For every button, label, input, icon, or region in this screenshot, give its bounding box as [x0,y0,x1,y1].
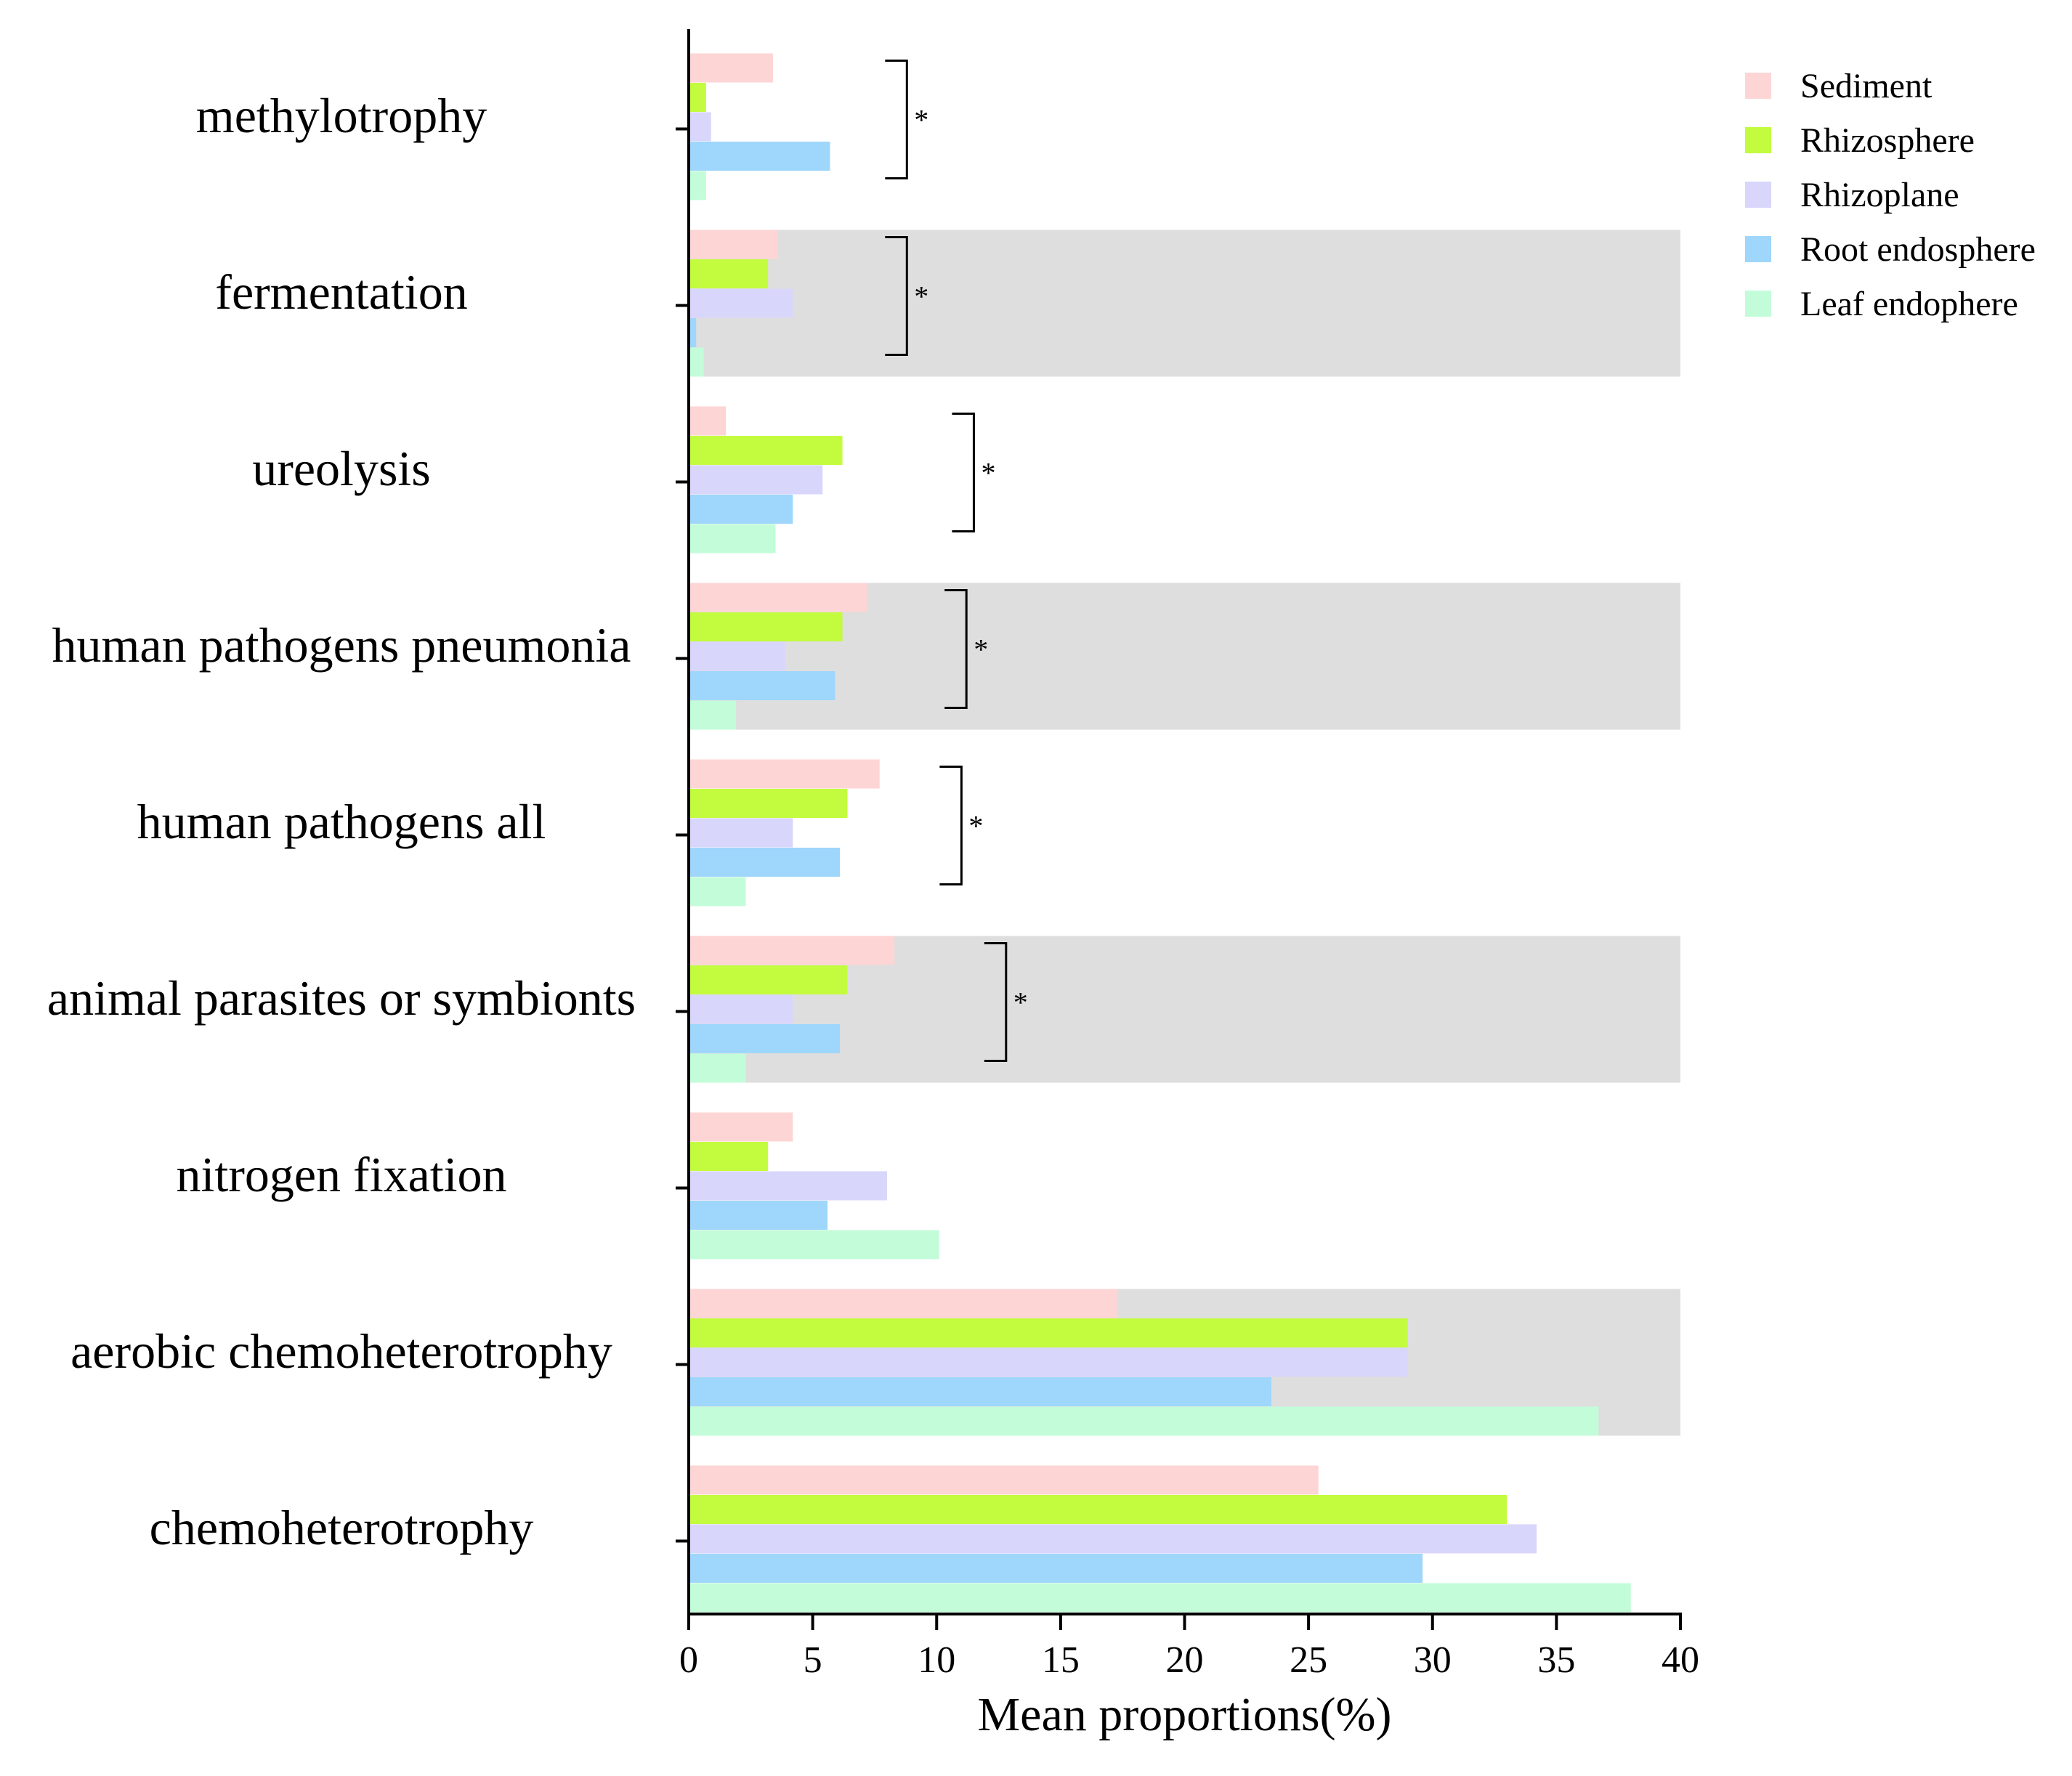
category-label: human pathogens pneumonia [52,617,631,673]
x-tick-label: 5 [804,1639,822,1681]
bar-methylotrophy-sediment [689,53,774,83]
significance-bracket [984,942,1008,1062]
category-label: aerobic chemoheterotrophy [70,1323,612,1379]
bar-nitrogen-fixation-leaf-endophere [689,1230,939,1260]
bar-methylotrophy-rhizoplane [689,112,711,142]
bar-ureolysis-rhizosphere [689,436,843,465]
legend-label-rhizosphere: Rhizosphere [1800,121,1975,160]
x-tick-label: 35 [1537,1639,1575,1681]
bar-fermentation-leaf-endophere [689,347,704,377]
legend-swatch-leaf-endophere [1745,291,1771,317]
bar-nitrogen-fixation-rhizosphere [689,1142,769,1171]
bar-fermentation-root-endosphere [689,318,697,347]
bar-human-pathogens-pneumonia-root-endosphere [689,671,835,700]
bar-aerobic-chemoheterotrophy-leaf-endophere [689,1406,1599,1436]
bar-methylotrophy-rhizosphere [689,83,706,112]
bar-methylotrophy-leaf-endophere [689,171,706,200]
category-label: methylotrophy [196,88,487,143]
legend-swatch-root-endosphere [1745,236,1771,262]
bar-human-pathogens-all-rhizosphere [689,789,848,818]
bar-fermentation-rhizoplane [689,288,793,318]
bar-nitrogen-fixation-root-endosphere [689,1201,828,1230]
category-label: human pathogens all [137,794,546,849]
x-tick-label: 40 [1662,1639,1699,1681]
bar-chemoheterotrophy-rhizoplane [689,1524,1537,1554]
bar-ureolysis-root-endosphere [689,495,793,524]
bar-ureolysis-sediment [689,406,727,436]
bar-ureolysis-leaf-endophere [689,524,776,554]
legend-swatch-rhizoplane [1745,182,1771,208]
bar-human-pathogens-pneumonia-rhizosphere [689,612,843,641]
bar-human-pathogens-all-sediment [689,759,880,789]
x-axis-title: Mean proportions(%) [977,1688,1391,1741]
x-tick-label: 0 [679,1639,698,1681]
bar-animal-parasites-or-symbionts-sediment [689,936,895,965]
bar-animal-parasites-or-symbionts-root-endosphere [689,1024,841,1053]
bar-fermentation-sediment [689,230,778,259]
significance-bracket [952,413,975,532]
legend-label-root-endosphere: Root endosphere [1800,230,2036,269]
significance-bracket [944,589,968,709]
legend-label-rhizoplane: Rhizoplane [1800,176,1959,214]
legend-swatch-sediment [1745,73,1771,99]
category-label: ureolysis [252,441,431,496]
bar-animal-parasites-or-symbionts-leaf-endophere [689,1053,746,1083]
significance-star: * [1013,986,1028,1019]
legend-label-sediment: Sediment [1800,67,1933,105]
significance-star: * [974,633,988,666]
bar-human-pathogens-all-rhizoplane [689,818,793,848]
bar-chemoheterotrophy-rhizosphere [689,1495,1508,1524]
x-tick-label: 15 [1042,1639,1080,1681]
bar-human-pathogens-pneumonia-rhizoplane [689,641,786,671]
bar-nitrogen-fixation-rhizoplane [689,1171,887,1201]
category-label: chemoheterotrophy [150,1500,534,1555]
bar-human-pathogens-all-leaf-endophere [689,877,746,907]
x-tick-label: 25 [1290,1639,1327,1681]
bar-chemoheterotrophy-leaf-endophere [689,1583,1631,1613]
significance-star: * [914,104,928,137]
bar-chemoheterotrophy-sediment [689,1465,1319,1495]
category-label: fermentation [215,264,467,320]
bar-methylotrophy-root-endosphere [689,142,830,171]
legend-swatch-rhizosphere [1745,127,1771,153]
bar-aerobic-chemoheterotrophy-sediment [689,1289,1118,1318]
significance-star: * [981,457,995,490]
significance-star: * [968,810,983,843]
significance-star: * [914,280,928,313]
bar-animal-parasites-or-symbionts-rhizosphere [689,965,848,994]
significance-bracket [885,236,908,356]
bar-nitrogen-fixation-sediment [689,1112,793,1142]
significance-bracket [885,60,908,179]
bar-animal-parasites-or-symbionts-rhizoplane [689,994,793,1024]
x-tick-label: 30 [1414,1639,1452,1681]
legend-label-leaf-endophere: Leaf endophere [1800,285,2018,323]
bar-human-pathogens-pneumonia-leaf-endophere [689,700,736,730]
category-label: nitrogen fixation [176,1147,506,1202]
bar-chemoheterotrophy-root-endosphere [689,1554,1423,1583]
bar-aerobic-chemoheterotrophy-rhizoplane [689,1347,1408,1377]
x-tick-label: 20 [1166,1639,1204,1681]
bar-aerobic-chemoheterotrophy-root-endosphere [689,1377,1271,1406]
bar-human-pathogens-all-root-endosphere [689,848,841,877]
x-tick-label: 10 [918,1639,955,1681]
category-label: animal parasites or symbionts [47,970,636,1026]
bar-human-pathogens-pneumonia-sediment [689,583,867,612]
significance-bracket [939,766,963,885]
bar-aerobic-chemoheterotrophy-rhizosphere [689,1318,1408,1347]
shaded-band-fermentation [689,230,1680,377]
bar-ureolysis-rhizoplane [689,465,823,495]
bar-fermentation-rhizosphere [689,259,769,288]
